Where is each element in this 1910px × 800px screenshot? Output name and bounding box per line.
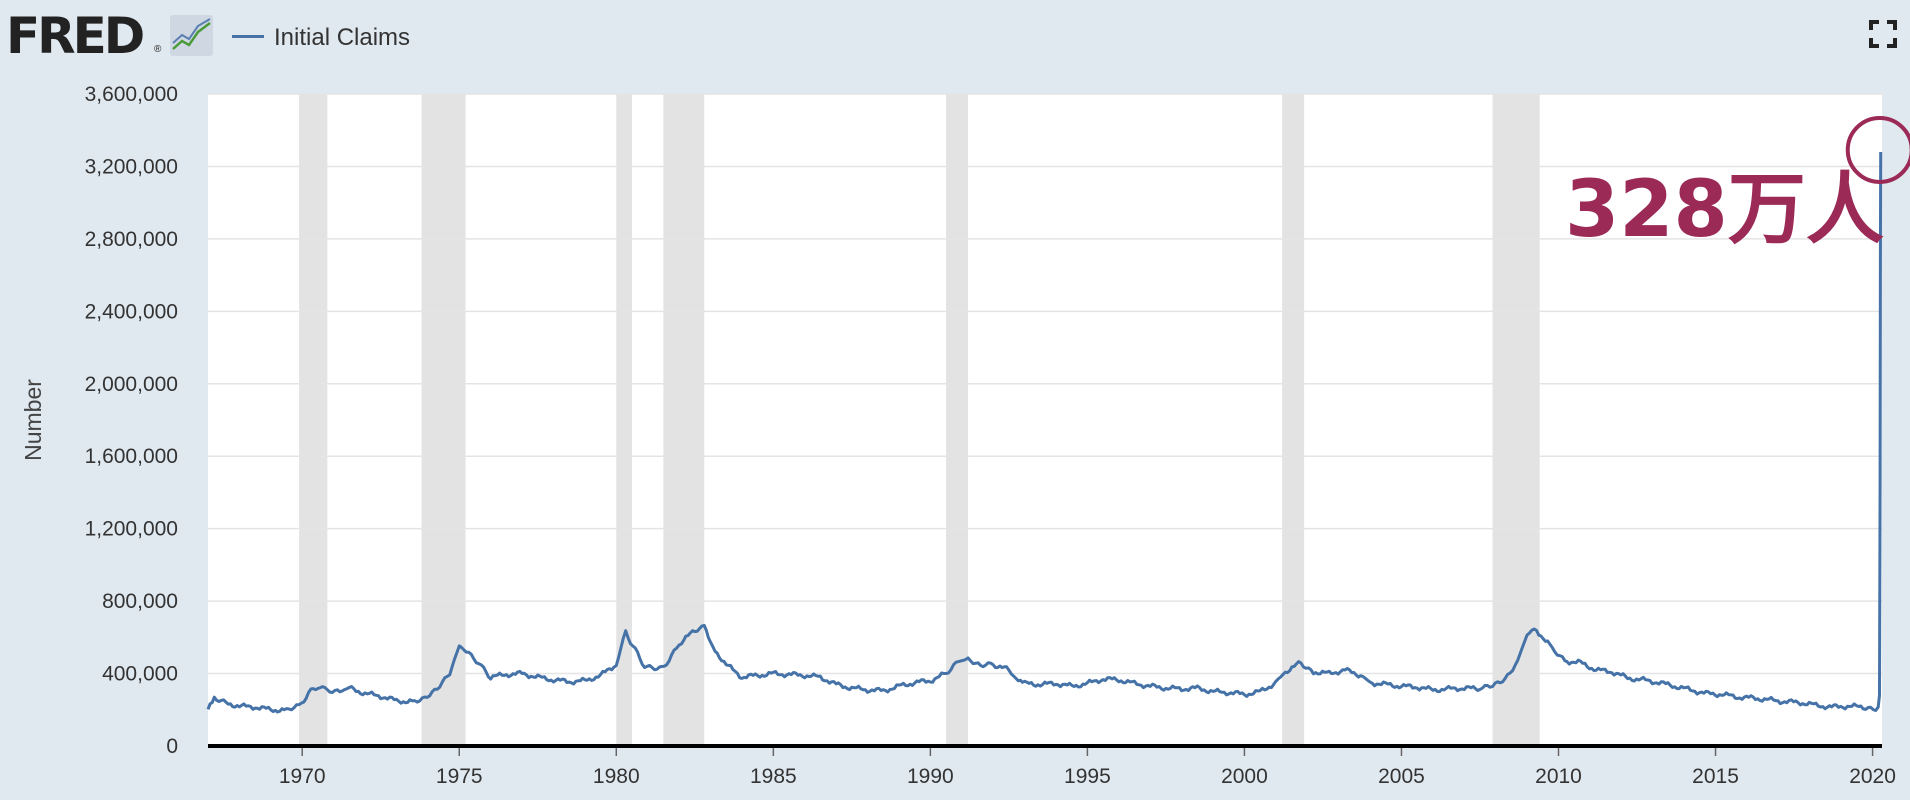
y-tick-label: 3,200,000 (85, 155, 178, 178)
x-tick-label: 2000 (1221, 765, 1268, 788)
y-tick-label: 1,200,000 (85, 518, 178, 541)
recession-band (1492, 94, 1540, 746)
x-tick-label: 1975 (436, 765, 483, 788)
recession-band (421, 94, 466, 746)
x-tick-label: 2015 (1692, 765, 1739, 788)
y-tick-label: 3,600,000 (85, 83, 178, 106)
y-tick-label: 2,400,000 (85, 300, 178, 323)
y-tick-label: 1,600,000 (85, 445, 178, 468)
y-tick-label: 800,000 (102, 590, 178, 613)
x-tick-label: 1995 (1064, 765, 1111, 788)
recession-band (946, 94, 969, 746)
legend-swatch (232, 35, 264, 38)
y-tick-label: 0 (166, 735, 178, 758)
registered-mark: ® (154, 44, 162, 55)
recession-band (616, 94, 632, 746)
annotation-circle (1845, 115, 1910, 184)
plot-area (208, 94, 1882, 746)
x-tick-label: 2020 (1849, 765, 1896, 788)
fred-logo[interactable]: FRED (6, 7, 145, 65)
fullscreen-icon[interactable] (1869, 20, 1897, 48)
series-line-initial-claims (206, 151, 1883, 714)
x-tick-label: 1970 (279, 765, 326, 788)
y-axis-label: Number (20, 379, 46, 461)
y-tick-label: 2,000,000 (85, 373, 178, 396)
recession-band (663, 94, 705, 746)
annotation-label: 328万人 (1565, 165, 1884, 255)
y-tick-label: 400,000 (102, 663, 178, 686)
x-tick-label: 2010 (1535, 765, 1582, 788)
x-tick-label: 1985 (750, 765, 797, 788)
x-tick-label: 2005 (1378, 765, 1425, 788)
x-tick-label: 1990 (907, 765, 954, 788)
x-tick-label: 1980 (593, 765, 640, 788)
y-tick-label: 2,800,000 (85, 228, 178, 251)
legend-label: Initial Claims (274, 24, 411, 51)
trend-chart-icon[interactable] (170, 15, 213, 56)
recession-band (299, 94, 328, 746)
chart-header: FRED ® Initial Claims (0, 0, 1910, 72)
recession-band (1282, 94, 1305, 746)
